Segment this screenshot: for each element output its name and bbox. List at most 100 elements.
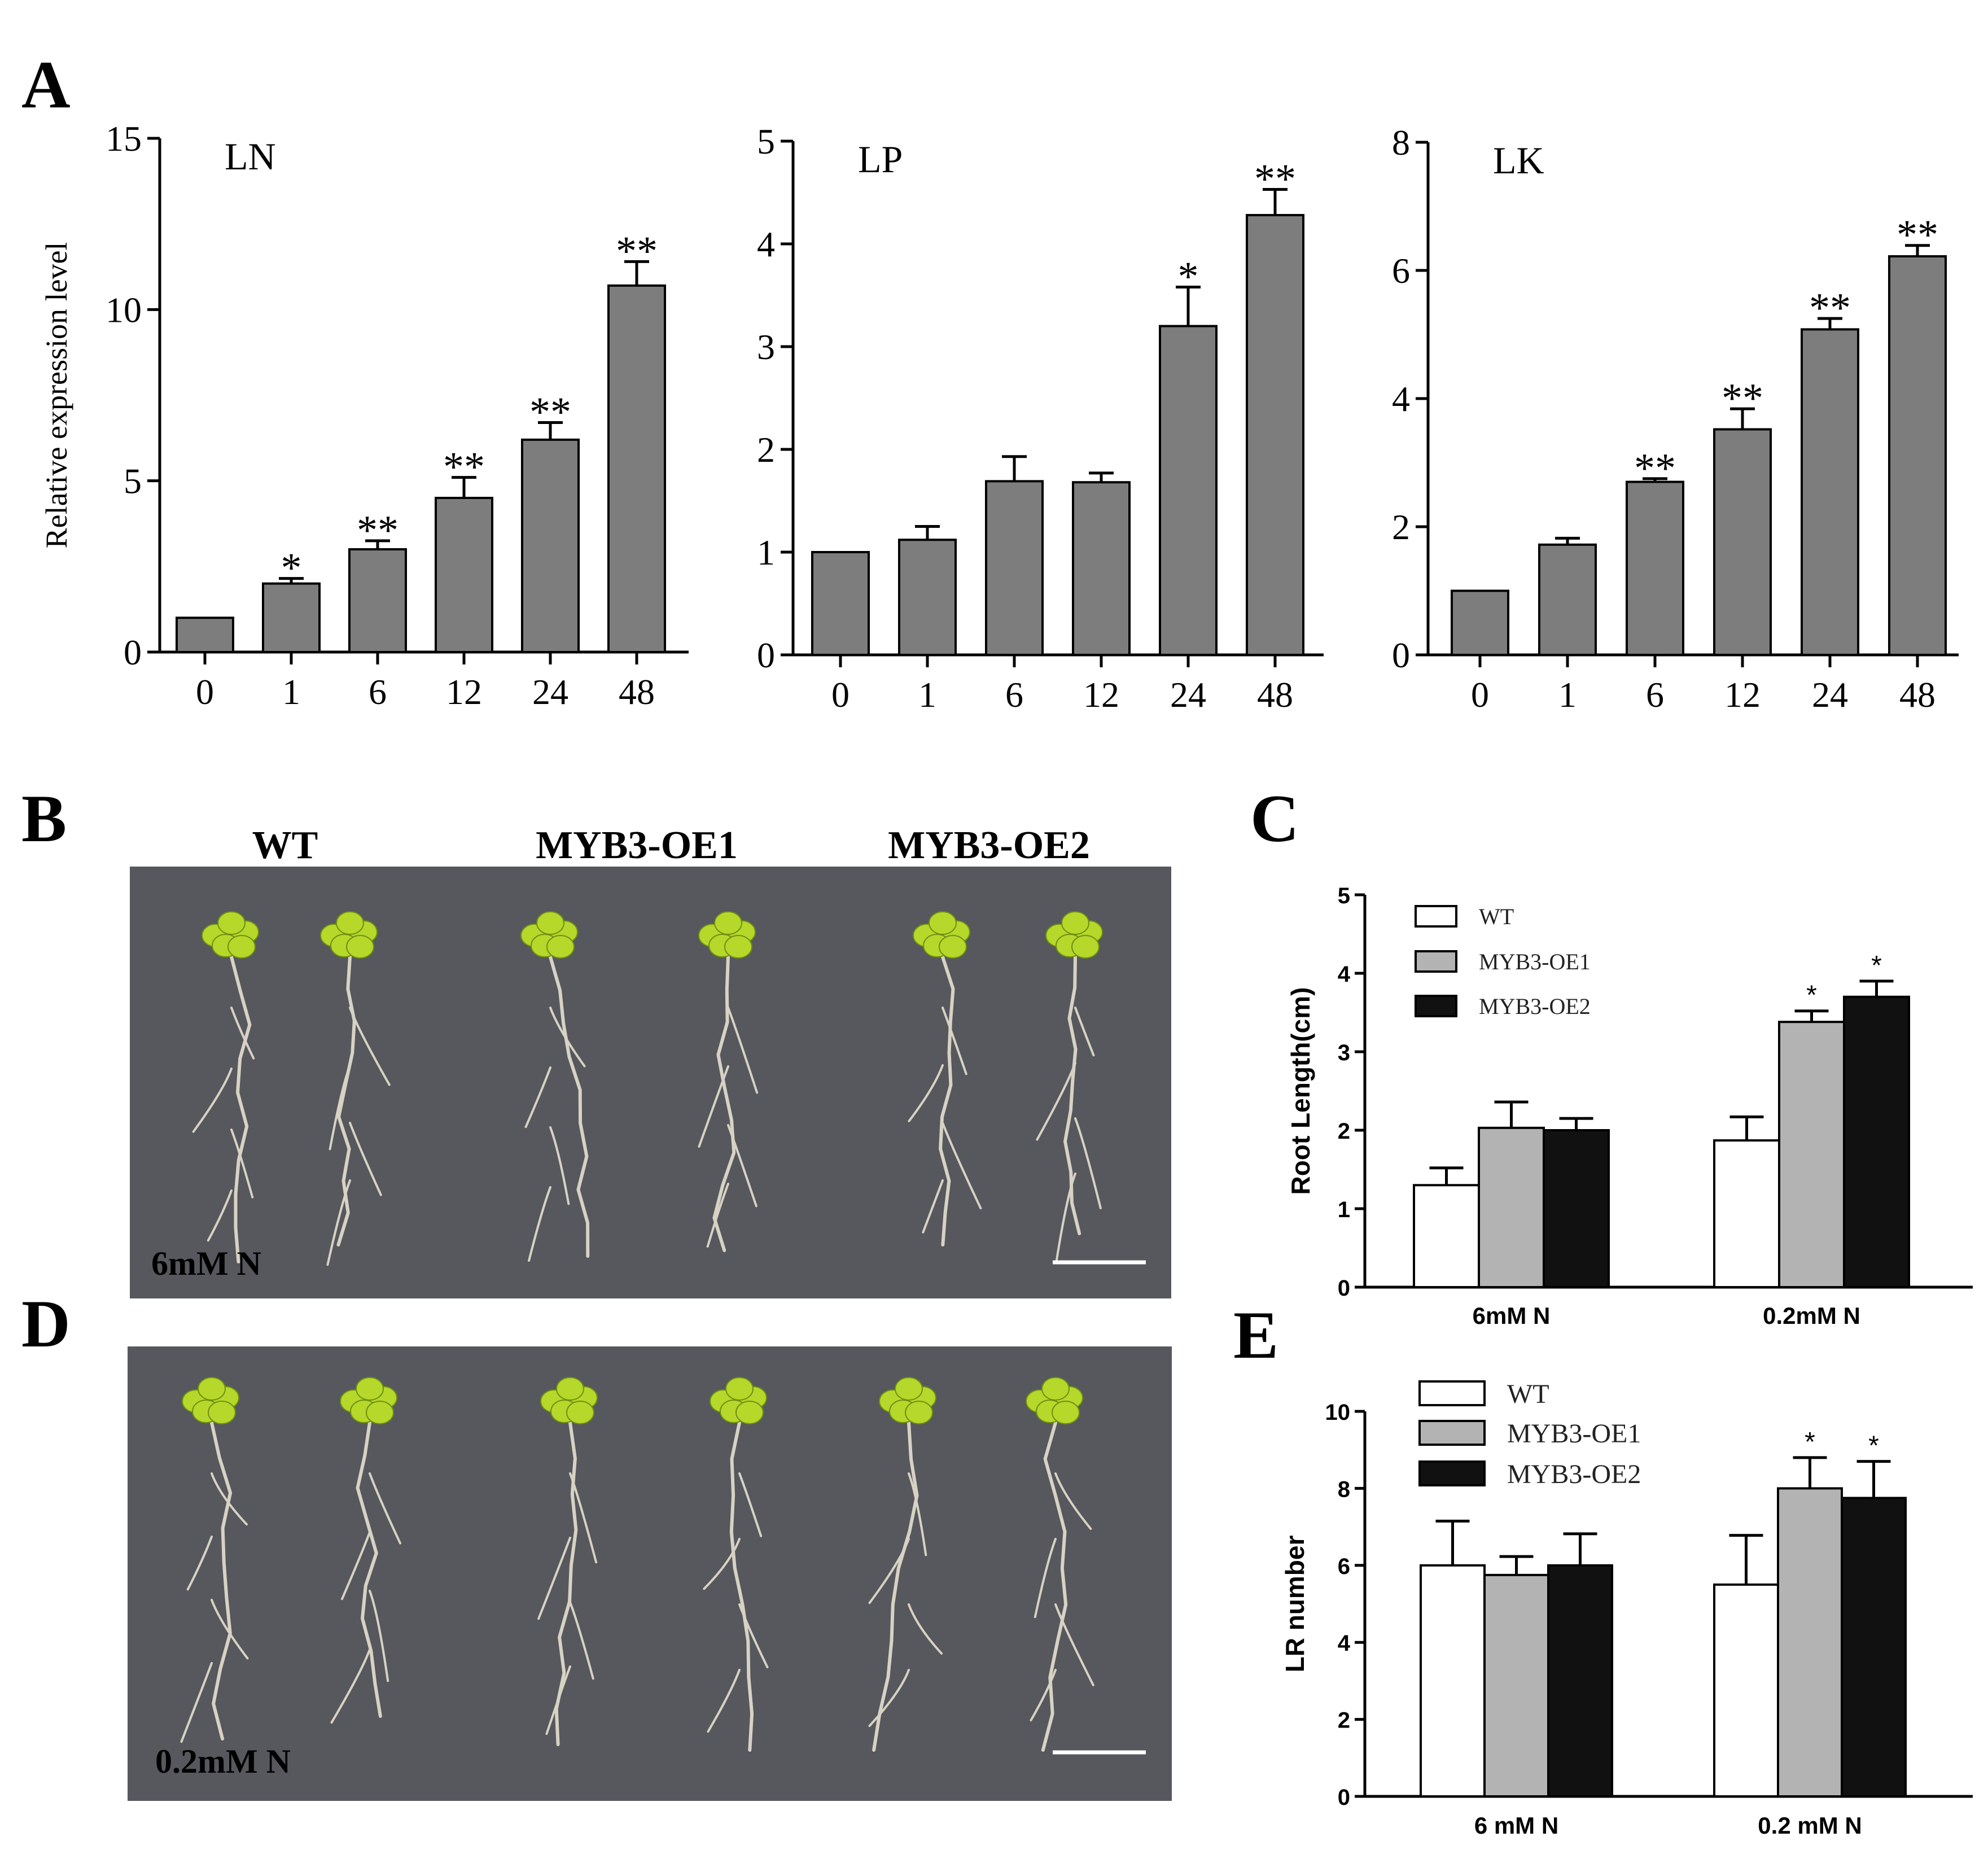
y-tick-label: 5 bbox=[124, 461, 142, 501]
x-tick-label: 12 bbox=[446, 672, 482, 712]
lateral-root bbox=[707, 1669, 741, 1733]
legend-label: MYB3-OE1 bbox=[1479, 949, 1591, 974]
x-tick-label: 24 bbox=[1812, 675, 1848, 715]
bar-myb3-oe1 bbox=[1778, 1021, 1845, 1289]
y-tick-label: 4 bbox=[1338, 1631, 1351, 1656]
seedling bbox=[192, 911, 259, 1263]
leaf bbox=[929, 911, 957, 935]
x-tick-label: 24 bbox=[532, 672, 568, 712]
lateral-root bbox=[329, 1064, 351, 1151]
lateral-root bbox=[569, 1601, 594, 1680]
x-tick-label: 1 bbox=[918, 675, 936, 715]
leaf bbox=[556, 1377, 584, 1401]
x-tick-label: 48 bbox=[619, 672, 655, 712]
x-tick-label: 0 bbox=[196, 672, 214, 712]
lateral-root bbox=[349, 1122, 382, 1196]
leaf bbox=[227, 935, 256, 959]
chart-title: LK bbox=[1493, 139, 1544, 182]
bar bbox=[985, 480, 1044, 656]
chart-lr-number: 0 2 4 6 8 10 LR number 6 mM N * * 0.2 mM N WT MYB3-O… bbox=[1280, 1379, 1973, 1839]
lateral-root bbox=[1054, 1472, 1092, 1530]
chart-title: LN bbox=[225, 135, 276, 178]
seedling-photo-b: WT MYB3-OE1 MYB3-OE2 6mM N bbox=[130, 824, 1171, 1298]
x-tick-label: 0 bbox=[1471, 675, 1489, 715]
legend-label: WT bbox=[1479, 904, 1514, 929]
lateral-root bbox=[942, 1007, 967, 1075]
lateral-root bbox=[524, 1066, 551, 1129]
lateral-root bbox=[1074, 1007, 1095, 1057]
y-tick-label: 1 bbox=[1338, 1197, 1350, 1222]
x-tick-label: 12 bbox=[1083, 675, 1119, 715]
leaf bbox=[198, 1377, 226, 1401]
y-tick-label: 0 bbox=[1338, 1785, 1350, 1810]
lateral-root bbox=[330, 1648, 371, 1724]
panel-letter-c: C bbox=[1250, 781, 1299, 856]
lateral-root bbox=[340, 1531, 371, 1600]
leaf bbox=[1061, 911, 1089, 935]
seedling bbox=[180, 1377, 249, 1743]
leaf bbox=[1071, 935, 1100, 959]
primary-root bbox=[210, 1421, 233, 1740]
y-tick-label: 0 bbox=[124, 632, 142, 672]
seedlings-d bbox=[180, 1377, 1094, 1752]
significance-marker: * bbox=[1178, 253, 1199, 300]
y-tick-label: 5 bbox=[757, 121, 775, 161]
lateral-root bbox=[1030, 1669, 1057, 1722]
x-tick-label: 6 bbox=[369, 672, 387, 712]
y-tick-label: 2 bbox=[1338, 1119, 1350, 1144]
bar bbox=[435, 497, 493, 653]
leaf bbox=[536, 911, 564, 935]
seedling bbox=[1026, 1377, 1094, 1752]
lateral-root bbox=[230, 1129, 254, 1199]
significance-marker: ** bbox=[1722, 375, 1763, 422]
leaf bbox=[735, 1401, 764, 1424]
seedling bbox=[698, 911, 759, 1252]
leaf bbox=[546, 935, 575, 959]
leaf bbox=[217, 911, 246, 935]
lateral-root bbox=[211, 1599, 249, 1660]
significance-marker: * bbox=[1868, 1431, 1879, 1461]
lateral-root bbox=[1074, 1117, 1102, 1209]
condition-label-d: 0.2mM N bbox=[155, 1743, 291, 1780]
bar-myb3-oe1 bbox=[1478, 1126, 1545, 1288]
legend-label: WT bbox=[1507, 1379, 1549, 1409]
y-tick-label: 8 bbox=[1392, 123, 1410, 163]
x-tick-label: 48 bbox=[1899, 675, 1936, 715]
significance-marker: ** bbox=[1897, 212, 1938, 259]
significance-marker: ** bbox=[616, 228, 658, 274]
lateral-root bbox=[369, 1472, 402, 1545]
significance-marker: * bbox=[1871, 951, 1882, 981]
leaf bbox=[336, 911, 364, 935]
bar-myb3-oe2 bbox=[1543, 1129, 1610, 1288]
primary-root bbox=[549, 955, 590, 1258]
bar bbox=[348, 548, 407, 653]
x-tick-label: 1 bbox=[1558, 675, 1577, 715]
bar bbox=[1713, 428, 1772, 656]
leaf bbox=[1041, 1377, 1070, 1401]
legend-swatch bbox=[1418, 1380, 1486, 1406]
primary-root bbox=[729, 1421, 754, 1752]
lateral-root bbox=[528, 1186, 551, 1262]
x-tick-label: 48 bbox=[1257, 675, 1293, 715]
bar-myb3-oe2 bbox=[1547, 1564, 1613, 1798]
lateral-root bbox=[369, 1590, 389, 1682]
lateral-root bbox=[186, 1536, 213, 1591]
significance-marker: ** bbox=[1254, 156, 1296, 203]
panel-letter-a: A bbox=[21, 47, 71, 122]
lateral-root bbox=[738, 1603, 769, 1669]
bar bbox=[176, 616, 234, 654]
x-category-label: 6 mM N bbox=[1474, 1812, 1558, 1839]
y-tick-label: 4 bbox=[1338, 962, 1351, 987]
lateral-root bbox=[549, 1007, 586, 1068]
leaf bbox=[208, 1401, 236, 1424]
significance-marker: * bbox=[1805, 1427, 1815, 1457]
significance-marker: ** bbox=[443, 444, 485, 491]
seedling bbox=[537, 1377, 598, 1746]
lateral-root bbox=[230, 1007, 255, 1060]
chart-root-length: 0 1 2 3 4 5 Root Length(cm) 6mM N * * 0.2mM N WT MYB… bbox=[1286, 884, 1973, 1329]
seedling-photo-d: 0.2mM N bbox=[128, 1346, 1172, 1801]
bar-myb3-oe1 bbox=[1483, 1573, 1549, 1798]
leaf bbox=[939, 935, 967, 959]
